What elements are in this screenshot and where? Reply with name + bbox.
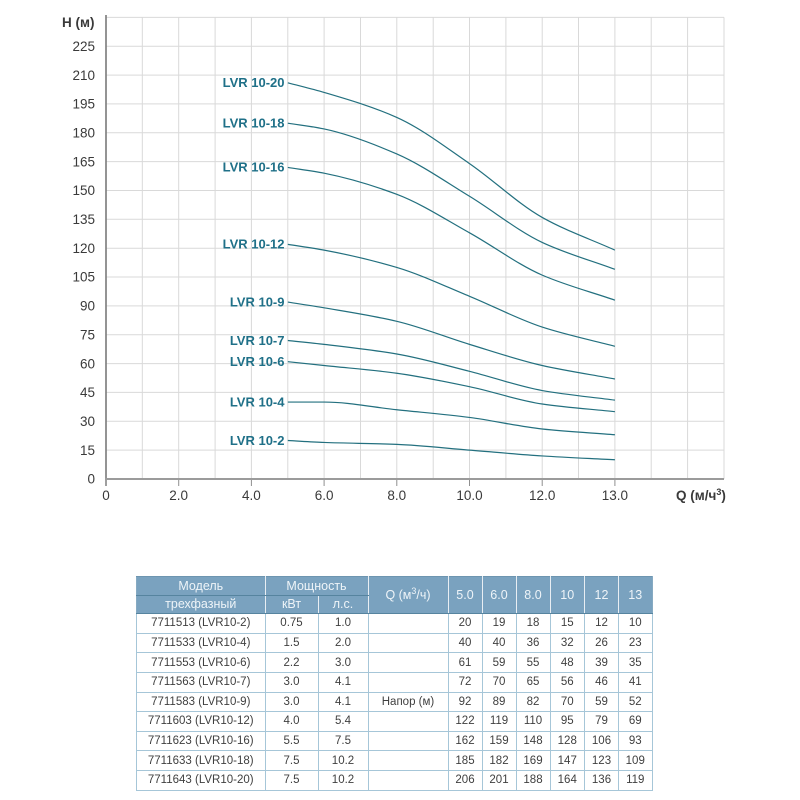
- svg-text:LVR 10-18: LVR 10-18: [223, 116, 285, 131]
- svg-text:8.0: 8.0: [387, 488, 406, 503]
- svg-text:6.0: 6.0: [315, 488, 334, 503]
- svg-text:LVR 10-9: LVR 10-9: [230, 294, 285, 309]
- svg-text:120: 120: [72, 241, 95, 256]
- svg-text:60: 60: [80, 356, 95, 371]
- svg-text:165: 165: [72, 154, 95, 169]
- svg-text:13.0: 13.0: [602, 488, 628, 503]
- svg-text:90: 90: [80, 299, 95, 314]
- svg-text:LVR 10-12: LVR 10-12: [223, 237, 285, 252]
- svg-text:210: 210: [72, 68, 95, 83]
- svg-text:180: 180: [72, 126, 95, 141]
- svg-text:LVR 10-2: LVR 10-2: [230, 433, 285, 448]
- svg-text:LVR 10-16: LVR 10-16: [223, 160, 285, 175]
- svg-text:15: 15: [80, 443, 95, 458]
- svg-text:45: 45: [80, 385, 95, 400]
- svg-text:LVR 10-4: LVR 10-4: [230, 394, 285, 409]
- svg-text:10.0: 10.0: [456, 488, 482, 503]
- svg-text:2.0: 2.0: [169, 488, 188, 503]
- svg-text:H (м): H (м): [62, 15, 94, 30]
- svg-text:LVR 10-20: LVR 10-20: [223, 75, 285, 90]
- svg-text:225: 225: [72, 39, 95, 54]
- svg-text:30: 30: [80, 414, 95, 429]
- svg-text:Q (м/ч3): Q (м/ч3): [676, 487, 726, 503]
- svg-text:12.0: 12.0: [529, 488, 555, 503]
- svg-text:0: 0: [102, 488, 110, 503]
- svg-text:0: 0: [87, 472, 95, 487]
- svg-text:195: 195: [72, 97, 95, 112]
- svg-text:150: 150: [72, 183, 95, 198]
- svg-text:135: 135: [72, 212, 95, 227]
- svg-text:105: 105: [72, 270, 95, 285]
- svg-text:LVR 10-7: LVR 10-7: [230, 333, 285, 348]
- svg-text:75: 75: [80, 328, 95, 343]
- svg-text:LVR 10-6: LVR 10-6: [230, 354, 285, 369]
- svg-text:4.0: 4.0: [242, 488, 261, 503]
